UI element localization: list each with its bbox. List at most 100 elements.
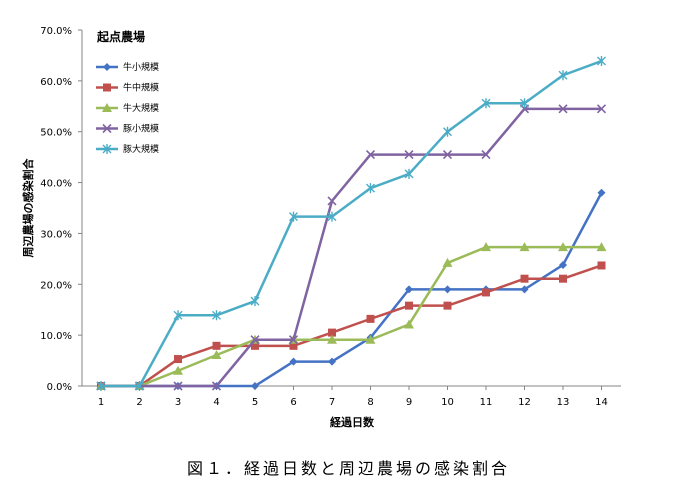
y-tick-label: 60.0% [40, 77, 72, 88]
data-point [442, 257, 453, 267]
figure-caption: 図１．経過日数と周辺農場の感染割合 [186, 459, 510, 478]
data-point [211, 381, 222, 391]
data-point [212, 341, 221, 350]
y-axis-ticks: 0.0% 10.0% 20.0% 30.0% 40.0% 50.0% 60.0% 70.0% [40, 26, 82, 393]
x-axis-title: 経過日数 [330, 415, 375, 429]
x-tick-label: 10 [441, 397, 454, 408]
data-point [211, 349, 222, 359]
data-point [251, 382, 259, 390]
data-point [327, 211, 337, 222]
series-1 [97, 188, 606, 390]
legend-item: 豚大規模 [96, 143, 159, 155]
x-tick-label: 11 [480, 397, 493, 408]
y-tick-label: 0.0% [47, 382, 72, 393]
data-point [520, 274, 529, 283]
data-point [596, 104, 607, 114]
data-point [289, 341, 298, 350]
x-tick-label: 7 [329, 397, 335, 408]
data-point [558, 70, 568, 81]
x-tick-label: 2 [136, 397, 142, 408]
data-point [250, 296, 260, 307]
legend-item: 牛中規模 [96, 82, 159, 94]
legend-swatch-marker [102, 123, 112, 134]
legend-swatch-marker [103, 63, 111, 71]
data-point [443, 301, 452, 310]
series-line [101, 245, 602, 388]
data-point [251, 341, 259, 350]
data-point [597, 188, 606, 197]
y-tick-label: 20.0% [40, 280, 72, 291]
x-tick-label: 13 [557, 397, 570, 408]
y-tick-label: 70.0% [40, 26, 72, 37]
x-tick-label: 9 [406, 397, 412, 408]
legend-title: 起点農場 [96, 29, 145, 44]
series-line [101, 264, 602, 388]
data-point [404, 168, 414, 179]
data-point [558, 242, 568, 252]
legend-label: 豚大規模 [123, 143, 159, 155]
legend-label: 牛中規模 [123, 82, 159, 94]
y-tick-label: 50.0% [40, 128, 72, 139]
legend-label: 牛大規模 [123, 102, 159, 114]
x-tick-label: 12 [518, 397, 531, 408]
legend-item: 豚小規模 [96, 124, 159, 135]
x-tick-label: 1 [98, 397, 104, 408]
data-point [404, 150, 414, 160]
y-axis-title: 周辺農場の感染割合 [21, 158, 35, 258]
data-point [173, 310, 183, 321]
x-tick-label: 14 [595, 397, 608, 408]
data-point [288, 335, 299, 345]
legend-label: 豚小規模 [123, 124, 159, 135]
data-point [404, 319, 414, 329]
data-point [365, 150, 376, 160]
x-tick-label: 8 [367, 397, 373, 408]
legend-item: 牛大規模 [96, 102, 159, 114]
data-point [327, 196, 337, 206]
series-2 [97, 261, 606, 390]
data-point [328, 328, 336, 337]
data-point [365, 334, 376, 344]
data-point [174, 355, 182, 364]
y-tick-label: 40.0% [40, 179, 72, 190]
data-point [481, 98, 491, 109]
y-tick-label: 10.0% [40, 331, 72, 342]
data-point [596, 242, 607, 252]
data-point [519, 242, 530, 252]
data-point [559, 274, 567, 283]
data-point [559, 260, 567, 269]
x-tick-label: 3 [175, 397, 181, 408]
legend-item: 牛小規模 [96, 61, 159, 73]
data-point [135, 381, 144, 391]
data-point [442, 150, 453, 160]
data-point [366, 314, 375, 323]
data-point [520, 98, 529, 109]
data-point [481, 150, 491, 160]
data-point [597, 56, 606, 67]
data-point [289, 211, 298, 222]
series-3 [96, 242, 607, 390]
data-point [96, 381, 106, 391]
data-point [173, 365, 183, 375]
series-5 [96, 56, 606, 391]
legend-swatch-marker [102, 144, 112, 154]
data-point [327, 334, 337, 344]
x-tick-label: 4 [213, 397, 219, 408]
data-point [173, 381, 183, 391]
legend-swatch-marker [103, 83, 111, 92]
series-line [101, 59, 602, 388]
data-point [328, 357, 336, 366]
x-tick-label: 6 [290, 397, 296, 408]
data-point [443, 126, 452, 137]
data-point [482, 288, 490, 297]
data-point [405, 285, 413, 294]
data-point [520, 285, 529, 294]
legend-swatch-marker [102, 103, 112, 112]
series-line [101, 107, 602, 388]
x-axis-ticks: 1 2 3 4 5 6 7 8 9 10 11 12 13 14 [98, 386, 608, 408]
data-point [443, 285, 452, 294]
x-tick-label: 5 [252, 397, 258, 408]
data-point [250, 335, 260, 345]
data-point [212, 310, 221, 321]
